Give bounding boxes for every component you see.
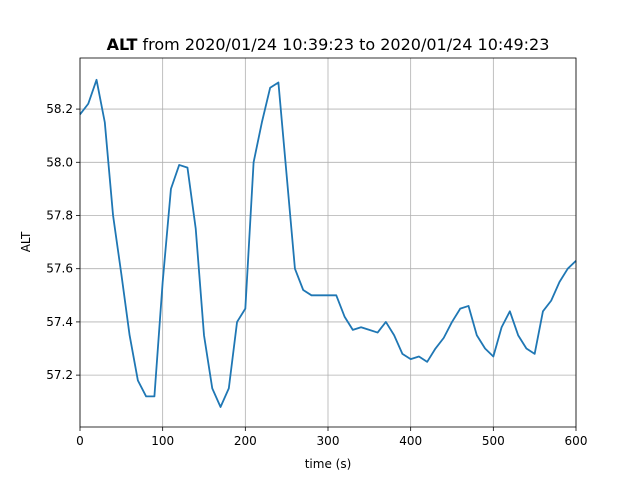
y-tick-label: 57.2 — [46, 368, 73, 382]
y-tick-label: 58.0 — [46, 155, 73, 169]
y-tick-label: 58.2 — [46, 102, 73, 116]
x-tick-label: 200 — [234, 434, 257, 448]
y-tick-label: 57.6 — [46, 262, 73, 276]
x-tick-label: 0 — [76, 434, 84, 448]
x-tick-label: 500 — [482, 434, 505, 448]
x-tick-label: 100 — [151, 434, 174, 448]
x-tick-label: 400 — [399, 434, 422, 448]
y-tick-label: 57.4 — [46, 315, 73, 329]
title-rest: from 2020/01/24 10:39:23 to 2020/01/24 1… — [143, 35, 550, 54]
chart-title: ALT from 2020/01/24 10:39:23 to 2020/01/… — [107, 35, 550, 54]
title-bold: ALT — [107, 35, 138, 54]
x-tick-label: 600 — [565, 434, 588, 448]
plot-frame — [79, 57, 577, 428]
x-axis-label: time (s) — [305, 457, 352, 471]
data-line — [79, 78, 577, 408]
y-tick-label: 57.8 — [46, 208, 73, 222]
y-axis-label: ALT — [19, 231, 33, 252]
x-tick-label: 300 — [317, 434, 340, 448]
